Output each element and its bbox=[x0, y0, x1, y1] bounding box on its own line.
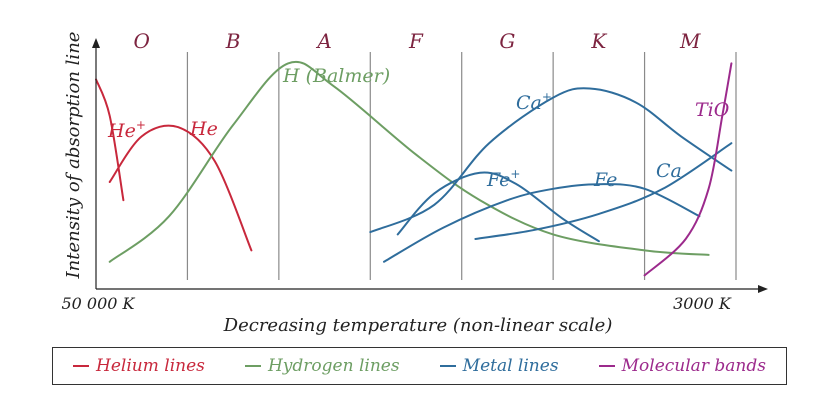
series-line-he bbox=[108, 124, 253, 252]
legend-label: Molecular bands bbox=[621, 356, 766, 376]
series-line-tio bbox=[643, 62, 733, 277]
legend-swatch bbox=[73, 365, 90, 367]
series-label: Fe bbox=[593, 169, 617, 191]
legend-item-metal: Metal lines bbox=[439, 356, 559, 376]
spectral-class-label: G bbox=[499, 29, 515, 53]
legend-label: Helium lines bbox=[96, 356, 205, 376]
class-divider-layer bbox=[186, 52, 737, 280]
spectral-class-label: M bbox=[679, 29, 701, 53]
x-axis-arrow bbox=[758, 285, 768, 293]
legend-item-hydrogen: Hydrogen lines bbox=[244, 356, 400, 376]
axes bbox=[92, 38, 768, 293]
series-label: Ca+ bbox=[516, 90, 552, 114]
legend-swatch bbox=[598, 365, 615, 367]
spectral-class-label: B bbox=[225, 29, 241, 53]
series-line-h-balmer bbox=[108, 60, 710, 263]
series-line-fe bbox=[383, 183, 701, 263]
series-line-fe-ion bbox=[396, 171, 600, 243]
legend-label: Hydrogen lines bbox=[267, 356, 400, 376]
series-label: Fe+ bbox=[486, 167, 520, 191]
series-label-superscript: + bbox=[510, 167, 520, 181]
legend-item-molecular: Molecular bands bbox=[598, 356, 766, 376]
spectral-class-label: K bbox=[590, 29, 607, 53]
series-line-he-ion bbox=[95, 78, 125, 202]
series-line-ca bbox=[474, 142, 733, 240]
y-axis-arrow bbox=[92, 38, 100, 48]
series-lines bbox=[95, 60, 733, 277]
series-label-superscript: + bbox=[136, 118, 146, 132]
series-label: He bbox=[189, 118, 218, 140]
spectral-class-label: O bbox=[134, 29, 150, 53]
series-label: H (Balmer) bbox=[282, 65, 390, 87]
x-right-label: 3000 K bbox=[673, 294, 732, 313]
series-label: Ca bbox=[656, 160, 682, 182]
legend: Helium lines Hydrogen lines Metal lines Mol… bbox=[52, 347, 787, 385]
series-line-ca-ion bbox=[369, 87, 733, 234]
series-label-superscript: + bbox=[542, 90, 552, 104]
spectral-class-label: A bbox=[315, 29, 331, 53]
x-axis-title: Decreasing temperature (non-linear scale… bbox=[223, 315, 613, 336]
legend-swatch bbox=[439, 365, 456, 367]
spectral-class-label: F bbox=[408, 29, 424, 53]
series-label: TiO bbox=[695, 99, 730, 121]
legend-item-helium: Helium lines bbox=[73, 356, 205, 376]
legend-swatch bbox=[244, 365, 261, 367]
legend-label: Metal lines bbox=[462, 356, 559, 376]
y-axis-title: Intensity of absorption line bbox=[63, 32, 84, 280]
x-left-label: 50 000 K bbox=[61, 294, 135, 313]
